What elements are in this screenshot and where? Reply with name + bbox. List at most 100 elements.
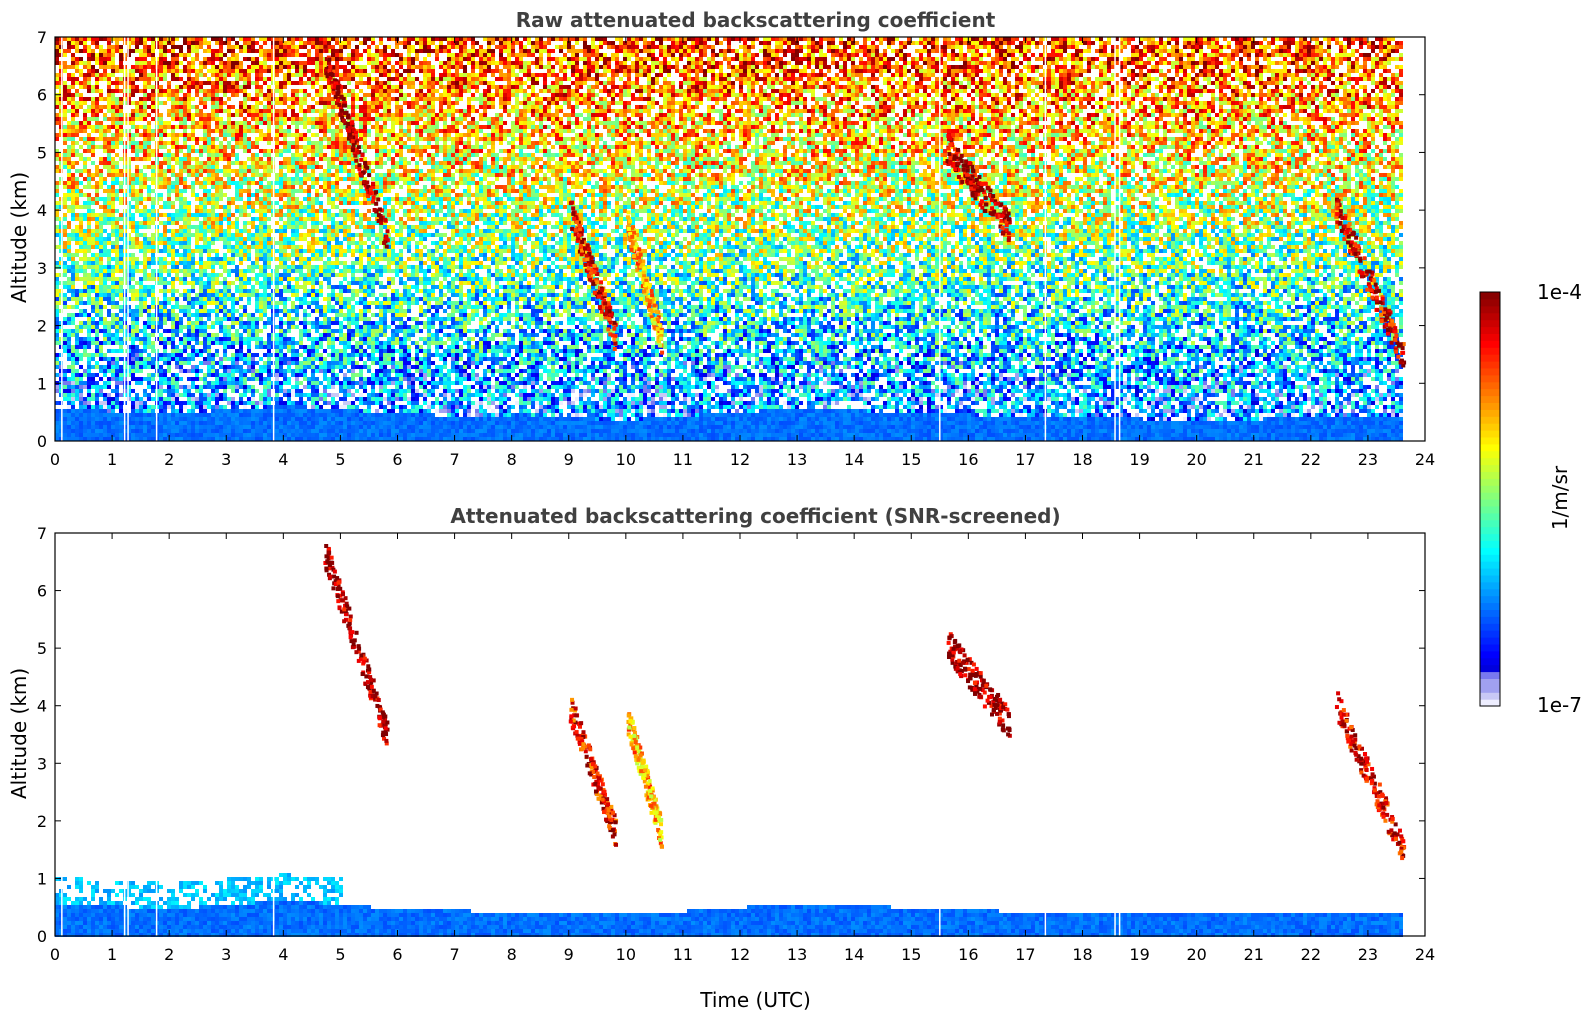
heatmap-cell [159,169,163,173]
heatmap-cell [251,41,255,45]
heatmap-cell [219,337,223,341]
heatmap-cell [243,289,247,293]
heatmap-cell [279,365,283,369]
heatmap-cell [223,265,227,269]
heatmap-cell [71,333,75,337]
heatmap-cell [191,345,195,349]
heatmap-cell [163,73,167,77]
heatmap-cell [171,69,175,73]
heatmap-cell [119,197,123,201]
heatmap-cell [99,241,103,245]
heatmap-cell [127,433,131,437]
heatmap-cell [135,233,139,237]
heatmap-cell [115,301,119,305]
heatmap-cell [287,401,291,405]
heatmap-cell [263,253,267,257]
heatmap-cell [75,417,79,421]
heatmap-cell [71,125,75,129]
heatmap-cell [259,85,263,89]
heatmap-cell [151,241,155,245]
heatmap-cell [103,241,107,245]
heatmap-cell [163,173,167,177]
heatmap-cell [95,217,99,221]
heatmap-cell [175,141,179,145]
heatmap-cell [259,313,263,317]
heatmap-cell [207,257,211,261]
heatmap-cell [147,217,151,221]
heatmap-cell [115,269,119,273]
heatmap-cell [71,361,75,365]
heatmap-cell [255,405,259,409]
heatmap-cell [75,41,79,45]
heatmap-cell [259,121,263,125]
heatmap-cell [275,177,279,181]
heatmap-cell [91,405,95,409]
heatmap-cell [191,369,195,373]
heatmap-cell [287,377,291,381]
heatmap-cell [199,149,203,153]
heatmap-cell [231,113,235,117]
heatmap-cell [239,393,243,397]
heatmap-cell [291,301,295,305]
heatmap-cell [247,77,251,81]
heatmap-cell [147,65,151,69]
heatmap-cell [247,401,251,405]
heatmap-cell [219,193,223,197]
heatmap-cell [83,245,87,249]
heatmap-cell [139,105,143,109]
heatmap-cell [163,401,167,405]
heatmap-cell [199,233,203,237]
heatmap-cell [183,217,187,221]
heatmap-cell [75,57,79,61]
heatmap-cell [111,301,115,305]
heatmap-cell [135,261,139,265]
heatmap-cell [111,373,115,377]
heatmap-cell [259,161,263,165]
heatmap-cell [299,201,303,205]
heatmap-cell [171,265,175,269]
heatmap-cell [83,101,87,105]
heatmap-cell [239,145,243,149]
heatmap-cell [263,213,267,217]
heatmap-cell [291,305,295,309]
heatmap-cell [247,181,251,185]
heatmap-cell [175,409,179,413]
heatmap-cell [107,309,111,313]
heatmap-cell [103,429,107,433]
heatmap-cell [95,349,99,353]
heatmap-cell [187,397,191,401]
heatmap-cell [115,433,119,437]
heatmap-cell [231,69,235,73]
heatmap-cell [67,353,71,357]
heatmap-cell [279,289,283,293]
heatmap-cell [299,369,303,373]
heatmap-cell [103,329,107,333]
heatmap-cell [111,133,115,137]
heatmap-cell [295,249,299,253]
heatmap-cell [263,413,267,417]
heatmap-cell [183,393,187,397]
heatmap-cell [283,377,287,381]
heatmap-cell [115,65,119,69]
heatmap-cell [151,137,155,141]
heatmap-cell [279,241,283,245]
heatmap-cell [239,325,243,329]
heatmap-cell [223,373,227,377]
heatmap-cell [279,397,283,401]
heatmap-cell [203,273,207,277]
heatmap-cell [231,389,235,393]
heatmap-cell [119,365,123,369]
heatmap-cell [71,65,75,69]
heatmap-cell [99,313,103,317]
heatmap-cell [195,353,199,357]
heatmap-cell [119,377,123,381]
heatmap-cell [115,89,119,93]
heatmap-cell [91,373,95,377]
heatmap-cell [195,237,199,241]
heatmap-cell [79,229,83,233]
heatmap-cell [99,369,103,373]
heatmap-cell [143,37,147,41]
heatmap-cell [235,417,239,421]
heatmap-cell [115,137,119,141]
